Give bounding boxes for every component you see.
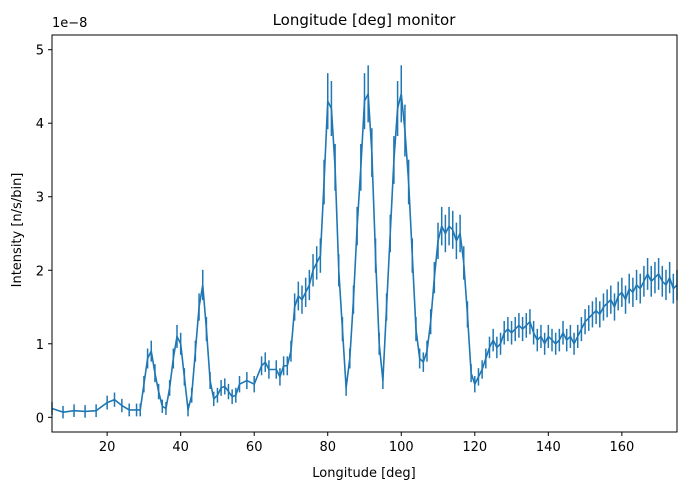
y-tick-label: 0 [36,411,44,426]
plot-area: 20 40 60 80 100 120 140 160 0 1 2 3 4 5 [36,34,678,455]
chart-title: Longitude [deg] monitor [273,11,457,29]
x-axis-label: Longitude [deg] [312,466,415,481]
plot-frame [51,34,678,433]
x-tick-label: 40 [172,440,189,455]
x-tick-label: 20 [99,440,116,455]
y-offset-label: 1e−8 [52,16,87,31]
y-tick-label: 4 [36,117,44,132]
y-tick-label: 1 [36,338,44,353]
x-tick-label: 140 [536,440,561,455]
series-line [51,93,678,413]
x-tick-label: 120 [462,440,487,455]
y-axis-label: Intensity [n/s/bin] [10,173,25,288]
x-tick-label: 60 [246,440,263,455]
y-tick-label: 2 [36,264,44,279]
x-tick-label: 100 [389,440,414,455]
x-tick-label: 160 [609,440,634,455]
y-tick-label: 3 [36,191,44,206]
x-tick-label: 80 [319,440,336,455]
y-tick-label: 5 [36,44,44,59]
